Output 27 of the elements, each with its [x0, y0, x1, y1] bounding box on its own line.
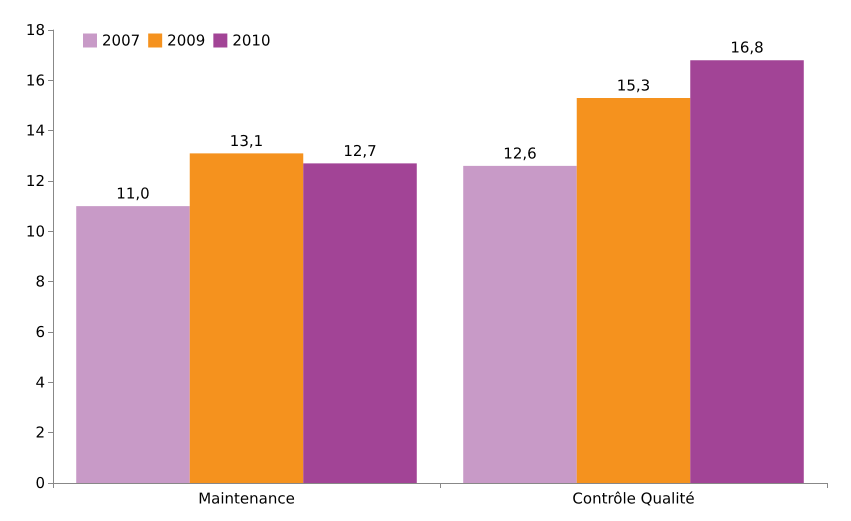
y-tick-label: 12 [26, 172, 45, 190]
data-label: 15,3 [616, 76, 650, 94]
y-tick-label: 16 [26, 71, 45, 90]
y-tick-label: 8 [35, 272, 45, 291]
y-tick-label: 14 [26, 122, 45, 140]
y-tick-label: 6 [35, 323, 45, 341]
x-tick-label: Maintenance [198, 490, 295, 508]
data-label: 12,6 [503, 144, 537, 162]
bar [576, 98, 690, 483]
bar [303, 163, 417, 483]
data-label: 13,1 [230, 132, 264, 150]
legend-label: 2007 [102, 32, 140, 50]
bar [463, 166, 577, 483]
bar [76, 206, 190, 483]
data-label: 16,8 [730, 38, 764, 57]
legend-label: 2009 [167, 32, 206, 50]
x-tick-label: Contrôle Qualité [572, 490, 695, 508]
bar [190, 153, 304, 483]
data-label: 12,7 [343, 142, 377, 160]
y-tick-label: 2 [35, 424, 45, 442]
y-tick-label: 18 [26, 21, 45, 39]
y-tick-label: 10 [26, 222, 45, 240]
y-tick-label: 4 [35, 373, 45, 392]
legend-label: 2010 [232, 32, 271, 50]
bar [690, 60, 804, 483]
data-label: 11,0 [116, 184, 150, 203]
y-tick-label: 0 [35, 474, 45, 492]
